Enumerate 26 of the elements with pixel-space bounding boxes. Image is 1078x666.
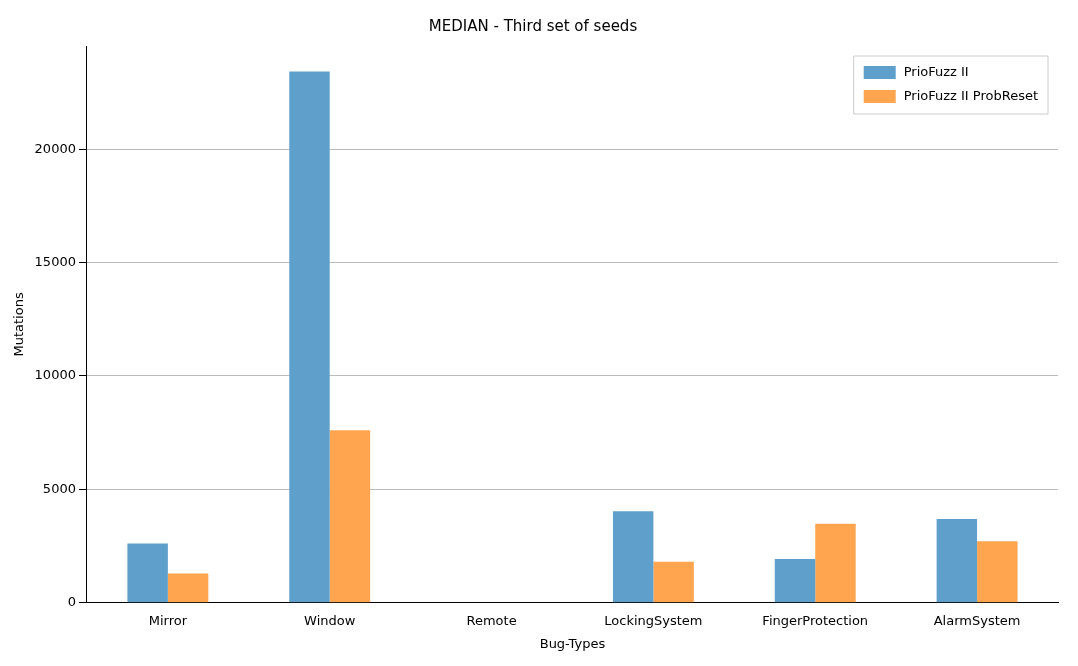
chart-title: MEDIAN - Third set of seeds: [428, 16, 638, 35]
x-tick-label: AlarmSystem: [933, 612, 1021, 628]
x-tick-label: Remote: [466, 612, 517, 628]
y-tick-label: 15000: [34, 253, 76, 269]
bar: [936, 518, 978, 603]
bar: [612, 511, 654, 603]
bar: [653, 561, 694, 603]
x-axis-title: Bug-Types: [539, 635, 606, 651]
x-tick-label: FingerProtection: [762, 612, 869, 628]
y-tick-label: 5000: [42, 480, 76, 496]
y-tick-label: 10000: [34, 367, 76, 383]
y-tick-label: 0: [67, 594, 76, 610]
x-tick-label: Mirror: [148, 612, 188, 628]
bar: [167, 573, 209, 603]
bar: [774, 559, 816, 603]
x-tick-label: LockingSystem: [604, 612, 703, 628]
bar: [815, 523, 856, 603]
legend-label: PrioFuzz II ProbReset: [903, 88, 1039, 104]
bar: [977, 541, 1018, 603]
legend-label: PrioFuzz II: [903, 64, 969, 80]
x-tick-label: Window: [304, 612, 356, 628]
bar: [289, 71, 330, 603]
y-axis-title: Mutations: [11, 292, 27, 357]
bar: [329, 430, 371, 603]
y-tick-label: 20000: [34, 140, 76, 156]
bar: [127, 543, 168, 603]
